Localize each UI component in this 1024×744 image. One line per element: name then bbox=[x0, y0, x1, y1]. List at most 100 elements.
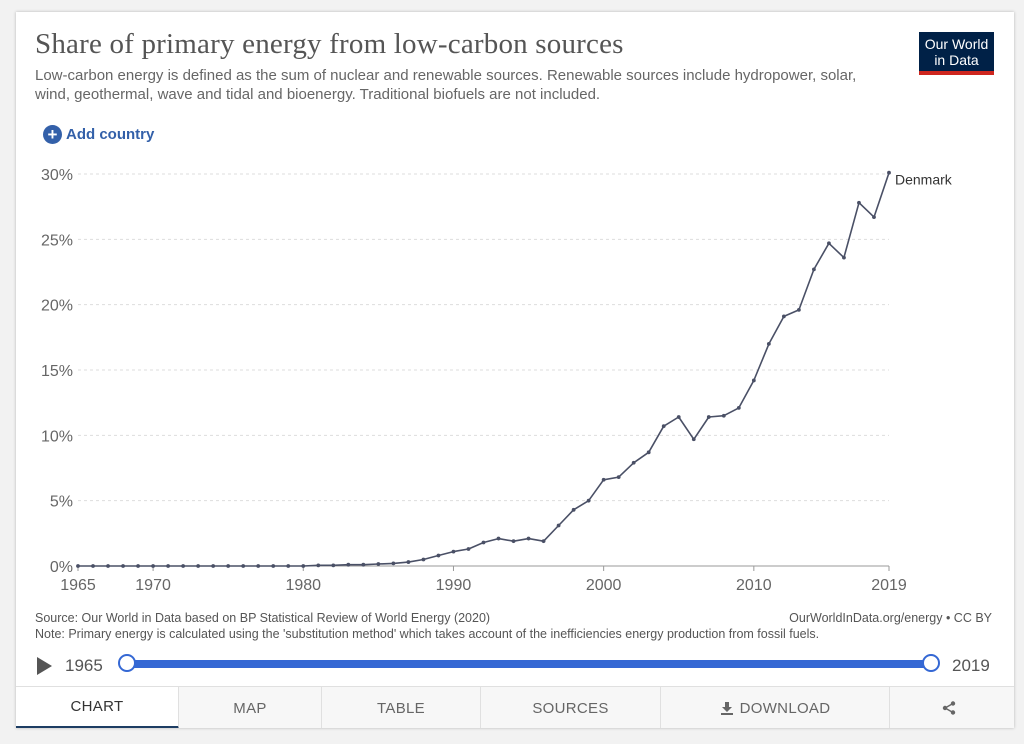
data-point bbox=[226, 564, 231, 568]
y-tick-label: 10% bbox=[41, 428, 73, 445]
x-tick-label: 1990 bbox=[436, 577, 472, 594]
data-point bbox=[211, 564, 216, 568]
timeline-track[interactable] bbox=[125, 660, 931, 668]
data-point bbox=[751, 378, 756, 383]
data-point bbox=[376, 562, 381, 566]
footer-source: Source: Our World in Data based on BP St… bbox=[35, 611, 491, 625]
download-icon bbox=[720, 702, 733, 715]
data-point bbox=[541, 539, 546, 544]
y-tick-label: 5% bbox=[50, 494, 73, 511]
tab-chart-label: CHART bbox=[70, 698, 124, 715]
data-point bbox=[391, 561, 396, 566]
data-point bbox=[812, 267, 816, 272]
chart-frame: Share of primary energy from low-carbon … bbox=[16, 12, 1014, 728]
timeline-start-handle[interactable] bbox=[118, 654, 136, 672]
tab-chart[interactable]: CHART bbox=[16, 687, 179, 728]
data-point bbox=[601, 477, 606, 482]
owid-logo[interactable]: Our World in Data bbox=[919, 32, 994, 75]
tab-table-label: TABLE bbox=[377, 699, 425, 717]
data-point bbox=[196, 564, 201, 568]
data-point bbox=[887, 170, 891, 175]
plus-circle-icon: + bbox=[43, 125, 62, 144]
data-point bbox=[766, 341, 771, 346]
tab-share[interactable] bbox=[890, 687, 1014, 728]
data-point bbox=[136, 564, 140, 568]
x-tick-label: 2010 bbox=[736, 577, 772, 594]
data-point bbox=[256, 564, 261, 568]
data-point bbox=[91, 564, 95, 568]
data-point bbox=[451, 549, 456, 554]
tab-table[interactable]: TABLE bbox=[322, 687, 481, 728]
chart-title: Share of primary energy from low-carbon … bbox=[35, 28, 624, 60]
data-point bbox=[106, 564, 110, 568]
tab-map-label: MAP bbox=[233, 699, 267, 717]
timeline-end-label: 2019 bbox=[952, 656, 990, 675]
data-point bbox=[436, 553, 441, 558]
data-point bbox=[511, 539, 516, 544]
data-point bbox=[121, 564, 125, 568]
logo-line-1: Our World bbox=[924, 36, 989, 52]
data-point bbox=[827, 241, 831, 246]
data-point bbox=[76, 564, 80, 568]
data-point bbox=[361, 562, 366, 567]
data-point bbox=[346, 562, 351, 567]
data-point bbox=[796, 307, 801, 312]
line-chart: 0% 5% 10% 15% 20% 25% 30% 1965 1970 1980 1990 2000 2… bbox=[41, 167, 953, 594]
tab-bar: CHART MAP TABLE SOURCES DOWNLOAD bbox=[16, 686, 1014, 728]
y-tick-label: 30% bbox=[41, 167, 73, 184]
data-point bbox=[676, 415, 681, 419]
data-point bbox=[166, 564, 171, 568]
data-point bbox=[151, 564, 155, 568]
y-tick-label: 25% bbox=[41, 232, 73, 249]
tab-sources-label: SOURCES bbox=[532, 699, 609, 717]
data-point bbox=[316, 563, 321, 568]
data-point bbox=[646, 450, 651, 455]
data-point bbox=[496, 536, 501, 541]
tab-sources[interactable]: SOURCES bbox=[481, 687, 661, 728]
data-point bbox=[842, 255, 846, 260]
data-point bbox=[331, 563, 336, 568]
data-point bbox=[286, 564, 291, 568]
footer-note: Note: Primary energy is calculated using… bbox=[35, 627, 820, 641]
tab-download[interactable]: DOWNLOAD bbox=[661, 687, 890, 728]
add-country-button[interactable]: + Add country bbox=[43, 125, 154, 144]
data-point bbox=[526, 536, 531, 541]
x-tick-label: 2019 bbox=[871, 577, 907, 594]
add-country-label: Add country bbox=[66, 126, 155, 143]
x-tick-label: 2000 bbox=[586, 577, 622, 594]
data-point bbox=[691, 437, 696, 442]
play-icon[interactable] bbox=[37, 657, 52, 675]
data-point bbox=[421, 557, 426, 562]
x-tick-label: 1980 bbox=[285, 577, 321, 594]
y-tick-label: 0% bbox=[50, 559, 73, 576]
x-tick-label: 1965 bbox=[60, 577, 96, 594]
data-point bbox=[301, 564, 306, 568]
share-icon bbox=[942, 701, 956, 715]
data-point bbox=[181, 564, 186, 568]
data-point bbox=[872, 215, 876, 220]
data-point bbox=[781, 314, 786, 319]
timeline-end-handle[interactable] bbox=[922, 654, 940, 672]
data-point bbox=[571, 507, 576, 512]
chart-subtitle: Low-carbon energy is defined as the sum … bbox=[35, 67, 857, 103]
x-tick-label: 1970 bbox=[135, 577, 171, 594]
footer-license-link[interactable]: OurWorldInData.org/energy • CC BY bbox=[789, 611, 992, 625]
logo-line-2: in Data bbox=[934, 52, 979, 68]
data-point bbox=[271, 564, 276, 568]
y-tick-label: 15% bbox=[41, 363, 73, 380]
tab-map[interactable]: MAP bbox=[179, 687, 322, 728]
data-point bbox=[661, 424, 666, 429]
data-point bbox=[736, 405, 741, 410]
series-label: Denmark bbox=[895, 172, 953, 188]
data-point bbox=[586, 498, 591, 503]
data-point bbox=[857, 200, 861, 205]
data-point bbox=[406, 560, 411, 564]
timeline: 1965 2019 bbox=[35, 652, 995, 680]
data-point bbox=[631, 460, 636, 465]
data-point bbox=[481, 540, 486, 545]
data-point bbox=[616, 475, 621, 480]
data-point bbox=[706, 415, 711, 419]
data-point bbox=[556, 523, 561, 528]
data-point bbox=[721, 413, 726, 418]
data-point bbox=[466, 547, 471, 551]
